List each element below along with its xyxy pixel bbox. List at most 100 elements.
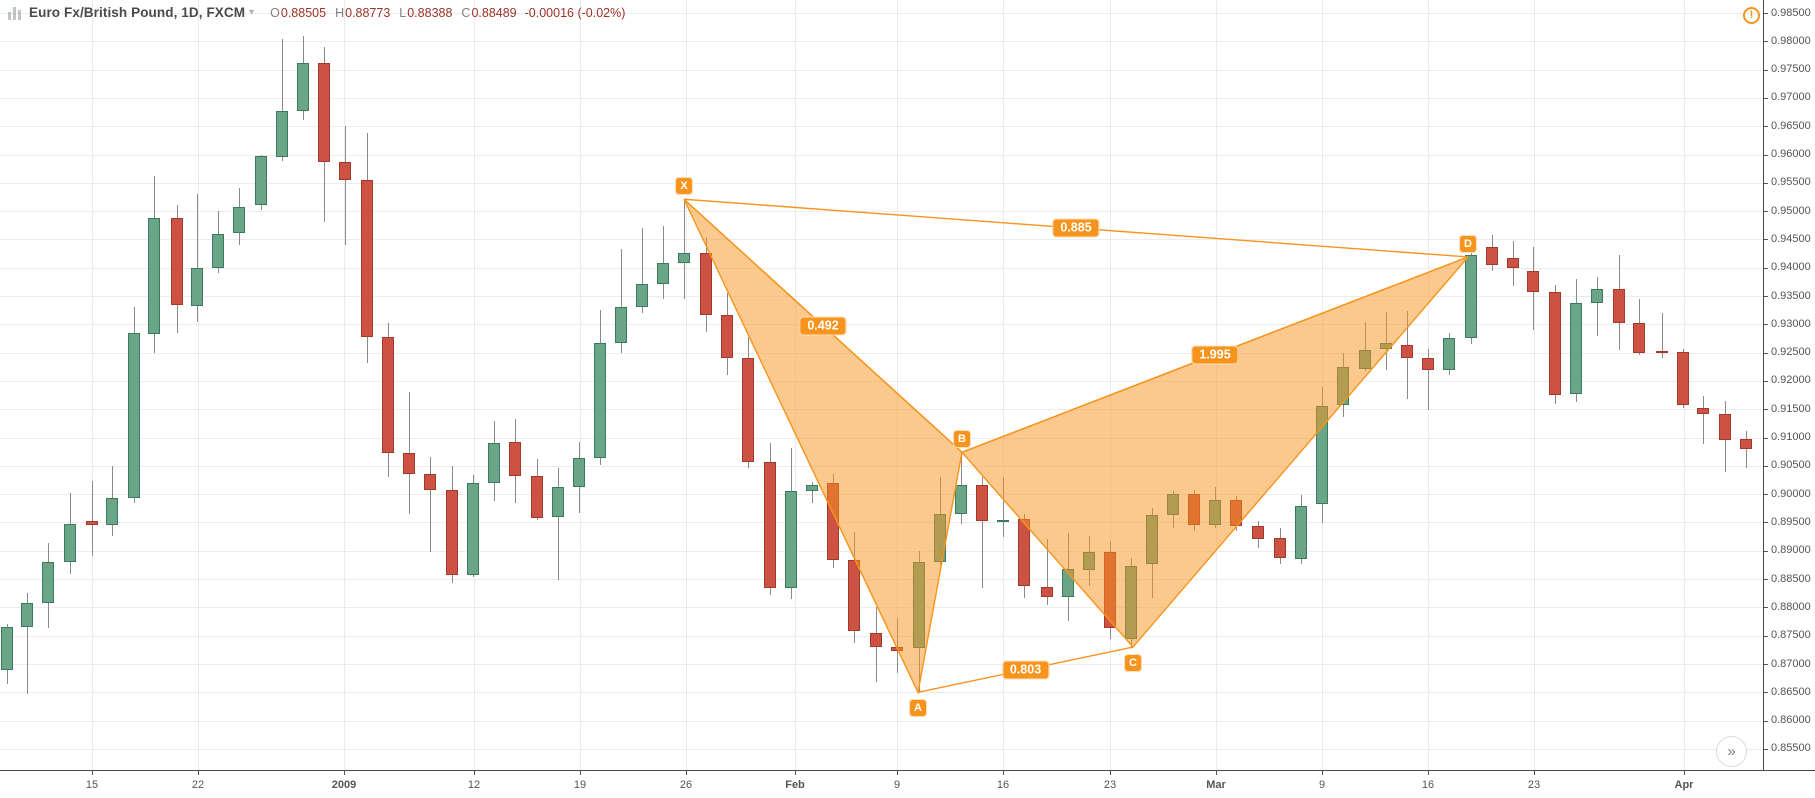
candle-up bbox=[148, 217, 160, 334]
ohlc-value: 0.88388 bbox=[407, 5, 453, 20]
h-gridline bbox=[0, 494, 1763, 496]
time-axis-label: 9 bbox=[1318, 779, 1326, 791]
price-tick bbox=[1764, 267, 1768, 269]
time-axis-label: 26 bbox=[679, 779, 693, 791]
candle-down bbox=[403, 452, 415, 474]
price-axis-label: 0.96000 bbox=[1771, 148, 1811, 161]
h-gridline bbox=[0, 352, 1763, 354]
h-gridline bbox=[0, 13, 1763, 14]
pattern-point-label-X[interactable]: X bbox=[675, 177, 693, 196]
candle-wick bbox=[642, 228, 643, 314]
price-axis-label: 0.88000 bbox=[1771, 600, 1811, 613]
time-tick bbox=[1003, 771, 1004, 775]
h-gridline bbox=[0, 465, 1763, 467]
candle-up bbox=[678, 253, 690, 264]
candle-down bbox=[700, 253, 712, 316]
time-axis-label: 12 bbox=[467, 779, 481, 791]
price-axis[interactable]: 0.98500 0.98000 0.97500 0.97000 0.96500 0.960… bbox=[1763, 0, 1815, 770]
time-tick bbox=[474, 771, 475, 775]
candle-up bbox=[276, 110, 288, 157]
candle-down bbox=[509, 441, 521, 477]
candle-down bbox=[1104, 551, 1116, 629]
scroll-to-recent-button[interactable]: » bbox=[1716, 736, 1747, 767]
time-tick bbox=[1110, 771, 1111, 775]
candle-down bbox=[1422, 358, 1434, 370]
candle-down bbox=[424, 473, 436, 490]
pattern-point-label-A[interactable]: A bbox=[909, 699, 927, 718]
time-tick bbox=[686, 771, 687, 775]
h-gridline bbox=[0, 296, 1763, 298]
h-gridline bbox=[0, 211, 1763, 213]
pattern-triangle[interactable] bbox=[960, 256, 1469, 649]
price-tick bbox=[1764, 437, 1768, 439]
candle-wick bbox=[92, 481, 93, 556]
time-axis-label: 2009 bbox=[331, 779, 357, 791]
v-gridline bbox=[580, 0, 581, 770]
h-gridline bbox=[0, 126, 1763, 128]
time-axis-label: 23 bbox=[1527, 779, 1541, 791]
candle-up bbox=[615, 306, 627, 344]
pattern-ratio-label-AC[interactable]: 0.803 bbox=[1001, 660, 1050, 680]
price-tick bbox=[1764, 692, 1768, 694]
xabcd-pattern[interactable] bbox=[0, 0, 1763, 770]
candle-down bbox=[891, 647, 903, 651]
candle-down bbox=[446, 489, 458, 576]
chevron-down-icon[interactable]: ▾ bbox=[249, 7, 255, 18]
h-gridline bbox=[0, 69, 1763, 71]
candle-up bbox=[1465, 254, 1477, 338]
plot-area[interactable]: X A B C D 0.492 0.885 0.803 1.995 Euro Fx/Britis… bbox=[0, 0, 1763, 770]
pattern-point-label-D[interactable]: D bbox=[1459, 234, 1477, 253]
pattern-ratio-label-XD[interactable]: 0.885 bbox=[1052, 218, 1100, 238]
v-gridline bbox=[1003, 0, 1004, 770]
price-axis-label: 0.96500 bbox=[1771, 119, 1811, 132]
price-axis-label: 0.89000 bbox=[1771, 544, 1811, 557]
ohlc-label: L bbox=[399, 5, 407, 20]
candle-up bbox=[1591, 289, 1603, 303]
time-tick bbox=[897, 771, 898, 775]
pattern-point-label-C[interactable]: C bbox=[1124, 654, 1142, 673]
price-tick bbox=[1764, 579, 1768, 581]
h-gridline bbox=[0, 409, 1763, 411]
price-tick bbox=[1764, 550, 1768, 552]
candle-wick bbox=[27, 592, 28, 694]
price-tick bbox=[1764, 126, 1768, 128]
change-value: -0.00016 (-0.02%) bbox=[524, 5, 626, 20]
price-axis-label: 0.95000 bbox=[1771, 204, 1811, 217]
ohlc-item: O0.88505 bbox=[270, 6, 326, 20]
price-axis-label: 0.94000 bbox=[1771, 261, 1811, 274]
pattern-ratio-label-XB[interactable]: 0.492 bbox=[799, 316, 847, 336]
price-tick bbox=[1764, 296, 1768, 298]
candle-up bbox=[997, 519, 1009, 522]
h-gridline bbox=[0, 154, 1763, 156]
alert-icon[interactable]: ! bbox=[1743, 7, 1760, 24]
candle-up bbox=[1062, 568, 1074, 598]
candle-up bbox=[955, 484, 967, 514]
symbol-title[interactable]: Euro Fx/British Pound, 1D, FXCM bbox=[29, 5, 246, 20]
chart-legend: Euro Fx/British Pound, 1D, FXCM ▾ O0.885… bbox=[8, 5, 625, 20]
price-tick bbox=[1764, 13, 1768, 14]
candle-down bbox=[171, 217, 183, 306]
v-gridline bbox=[474, 0, 475, 770]
candle-wick bbox=[1703, 396, 1704, 445]
candle-up bbox=[594, 343, 606, 458]
pattern-ratio-label-BD[interactable]: 1.995 bbox=[1191, 345, 1239, 365]
candle-up bbox=[467, 483, 479, 576]
price-axis-label: 0.92000 bbox=[1771, 374, 1811, 387]
price-tick bbox=[1764, 607, 1768, 609]
candle-wick bbox=[1746, 430, 1747, 469]
v-gridline bbox=[344, 0, 345, 770]
time-tick bbox=[1534, 771, 1535, 775]
candle-up bbox=[1146, 514, 1158, 565]
candle-up bbox=[1380, 343, 1392, 350]
time-axis[interactable]: 15 22 2009 12 19 26 Feb 9 16 23 Mar 9 16 23 Apr bbox=[0, 770, 1815, 798]
h-gridline bbox=[0, 324, 1763, 326]
candle-down bbox=[848, 560, 860, 632]
candle-down bbox=[1719, 414, 1731, 441]
price-tick bbox=[1764, 748, 1768, 750]
pattern-point-label-B[interactable]: B bbox=[953, 430, 971, 449]
h-gridline bbox=[0, 550, 1763, 552]
price-tick bbox=[1764, 635, 1768, 637]
h-gridline bbox=[0, 664, 1763, 665]
time-axis-label: 23 bbox=[1103, 779, 1117, 791]
candle-up bbox=[934, 513, 946, 563]
